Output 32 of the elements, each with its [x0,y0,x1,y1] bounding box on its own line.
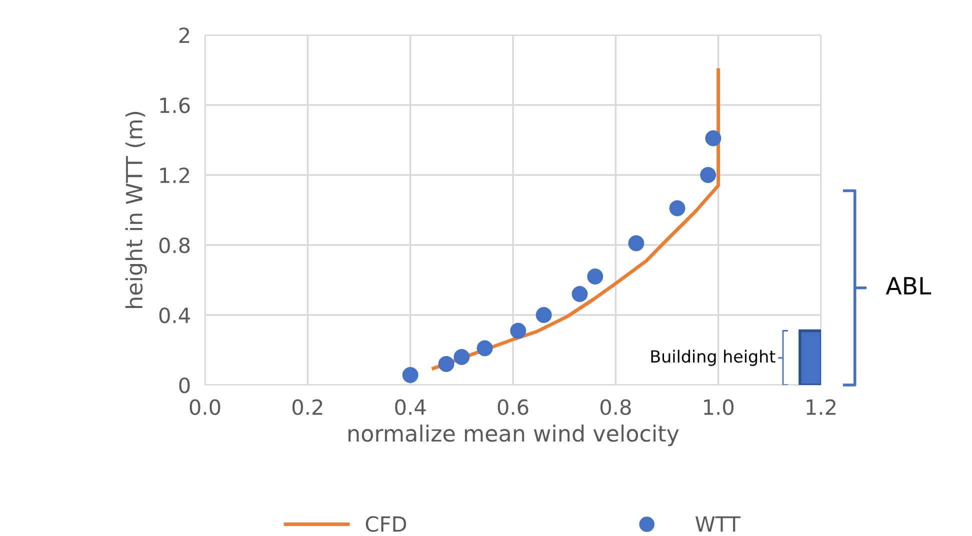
x-axis-title: normalize mean wind velocity [348,424,679,446]
line-series [432,68,720,370]
point [536,307,552,323]
y-tick-label: 0.8 [159,237,190,254]
y-tick-label: 1.2 [160,167,190,183]
point [587,268,604,284]
point [510,322,526,339]
point [454,349,470,365]
point [705,130,722,146]
x-tick-label: 1.0 [704,399,734,416]
y-tick-label: 0 [179,377,190,394]
y-axis-title: height in WTT (m) [125,112,147,308]
x-tick-label: 0.0 [190,399,220,416]
point [669,200,686,216]
point [572,286,588,302]
point [438,356,454,372]
text: ABL [886,277,932,294]
y-tick-label: 0.4 [159,307,190,324]
x-tick-label: 0.4 [395,399,426,416]
legend-label: WTT [695,516,741,532]
x-tick-label: 0.2 [292,399,322,416]
point [476,340,493,356]
y-tick-label: 2 [179,27,190,43]
point [628,235,644,252]
point [402,367,418,384]
x-tick-label: 0.8 [600,399,631,416]
legend-label: CFD [366,516,406,532]
y-tick-label: 1.6 [160,97,190,114]
point [700,167,716,183]
x-tick-label: 1.2 [806,399,836,415]
x-tick-label: 0.6 [498,399,528,416]
annotation: Building height [651,350,776,366]
